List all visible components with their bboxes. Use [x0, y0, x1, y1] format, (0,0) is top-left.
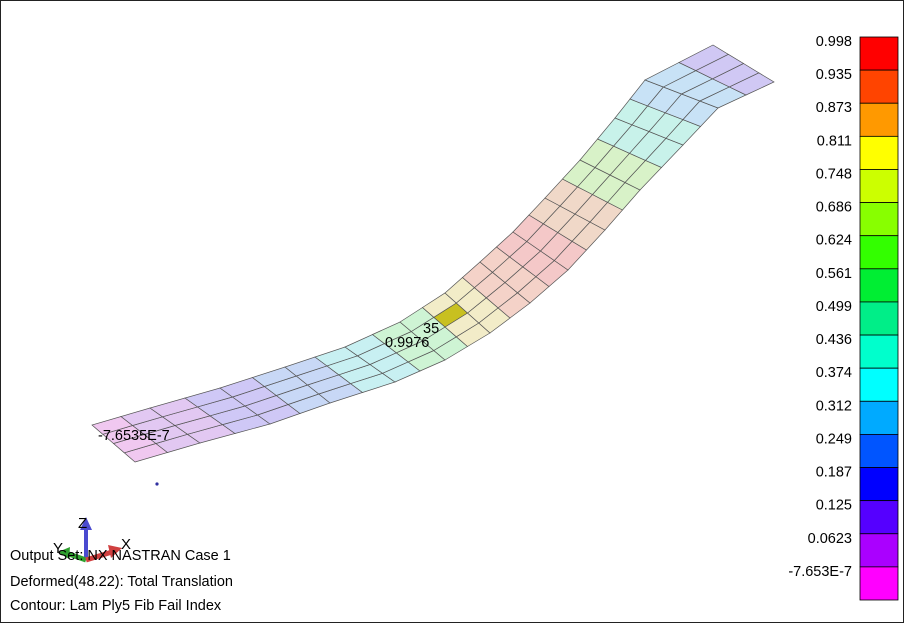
legend-swatch — [859, 400, 899, 435]
legend-swatch — [859, 102, 899, 137]
deformed-text: Deformed(48.22): Total Translation — [10, 574, 233, 590]
legend-swatch — [859, 235, 899, 270]
legend-value: 0.0623 — [808, 531, 852, 547]
z-axis-arrowhead — [80, 517, 92, 530]
legend-value: 0.873 — [816, 100, 852, 116]
legend-swatch — [859, 69, 899, 104]
y-axis-arrowhead — [58, 547, 70, 559]
legend-value: 0.125 — [816, 498, 852, 514]
output-set-text: Output Set: NX NASTRAN Case 1 — [10, 548, 231, 564]
z-axis-label: Z — [78, 515, 87, 532]
legend-value: 0.935 — [816, 67, 852, 83]
legend-value: 0.436 — [816, 332, 852, 348]
legend-value: 0.312 — [816, 398, 852, 414]
max-value-label: 0.9976 — [385, 335, 429, 351]
legend-swatch — [859, 467, 899, 502]
axis-triad: Z Y X — [53, 515, 131, 563]
legend-value: 0.187 — [816, 465, 852, 481]
legend-swatch — [859, 135, 899, 170]
legend-swatch — [859, 533, 899, 568]
x-axis-arrow — [85, 549, 113, 563]
legend-swatch — [859, 36, 899, 71]
legend-swatch — [859, 434, 899, 468]
legend-value: 0.686 — [816, 200, 852, 216]
legend-value: 0.249 — [816, 431, 852, 447]
legend-value: 0.499 — [816, 299, 852, 315]
x-axis-label: X — [121, 536, 131, 553]
legend-value: 0.374 — [816, 365, 852, 381]
mesh-element[interactable] — [678, 44, 730, 71]
y-axis-label: Y — [53, 540, 63, 557]
contour-legend: 0.998 0.935 0.873 0.811 0.748 0.686 0.624 0.561… — [788, 34, 899, 601]
legend-swatch — [859, 367, 899, 402]
max-element-label: 35 — [423, 321, 439, 337]
legend-swatch — [859, 566, 899, 601]
legend-swatch — [859, 301, 899, 336]
legend-value: 0.748 — [816, 166, 852, 182]
min-value-label: -7.6535E-7 — [98, 428, 170, 444]
legend-value: -7.653E-7 — [788, 564, 852, 580]
legend-swatch — [859, 202, 899, 237]
legend-value: 0.811 — [817, 133, 852, 149]
legend-swatch — [859, 334, 899, 369]
legend-value: 0.998 — [816, 34, 852, 50]
legend-swatch — [859, 500, 899, 535]
node-marker — [155, 482, 159, 486]
plate-mesh[interactable] — [91, 44, 775, 463]
legend-swatch — [859, 268, 899, 303]
contour-text: Contour: Lam Ply5 Fib Fail Index — [10, 598, 222, 614]
legend-value: 0.561 — [816, 266, 852, 282]
legend-value: 0.624 — [816, 233, 852, 249]
legend-swatch — [859, 169, 899, 203]
x-axis-arrowhead — [108, 545, 122, 558]
